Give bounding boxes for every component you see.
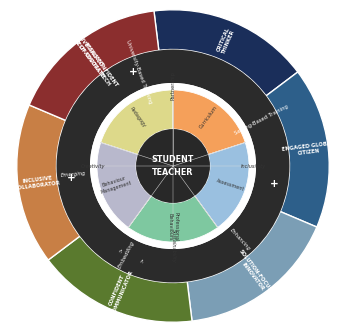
- Wedge shape: [154, 10, 298, 96]
- Text: University-Based Training: University-Based Training: [125, 40, 153, 105]
- Text: CRITICAL
THINKER: CRITICAL THINKER: [216, 27, 236, 54]
- Text: RESILIENT
SELF-ADVOCATE: RESILIENT SELF-ADVOCATE: [73, 35, 109, 79]
- Text: CREATIVE AND CONFIDENT
USER OF DIGITAL TECH: CREATIVE AND CONFIDENT USER OF DIGITAL T…: [63, 23, 119, 91]
- Text: Setting-Based Training: Setting-Based Training: [234, 104, 289, 136]
- Wedge shape: [187, 211, 317, 321]
- Text: Curriculum: Curriculum: [199, 105, 219, 129]
- Wedge shape: [48, 236, 192, 322]
- Wedge shape: [90, 83, 256, 249]
- Text: Partnership: Partnership: [171, 71, 175, 100]
- Text: Assessment: Assessment: [216, 178, 245, 192]
- Text: STUDENT: STUDENT: [152, 155, 194, 164]
- Text: Enhancing: Enhancing: [229, 227, 252, 252]
- Wedge shape: [29, 11, 159, 121]
- Wedge shape: [101, 90, 173, 155]
- Wedge shape: [195, 142, 249, 227]
- Wedge shape: [29, 11, 159, 121]
- Text: >: >: [117, 247, 124, 254]
- Text: Sustainability: Sustainability: [171, 229, 175, 263]
- Text: >: >: [139, 258, 145, 264]
- Text: Behaviour
Management: Behaviour Management: [98, 175, 133, 195]
- Text: Emerging: Emerging: [61, 171, 86, 178]
- Wedge shape: [173, 90, 245, 155]
- Wedge shape: [128, 196, 218, 242]
- Text: +: +: [270, 179, 278, 189]
- Text: Professional
Behaviours: Professional Behaviours: [167, 212, 179, 241]
- Text: CONFIDENT
COMMUNICATOR: CONFIDENT COMMUNICATOR: [106, 267, 134, 316]
- Text: +: +: [67, 174, 76, 184]
- Text: SOLUTION-FOCUSED
INNOVATOR: SOLUTION-FOCUSED INNOVATOR: [233, 248, 277, 302]
- Text: Embedding: Embedding: [118, 240, 136, 269]
- Text: Inclusivity: Inclusivity: [240, 163, 266, 169]
- Text: Creativity: Creativity: [81, 163, 105, 169]
- Circle shape: [136, 129, 210, 203]
- Text: ENGAGED GLOBAL
CITIZEN: ENGAGED GLOBAL CITIZEN: [282, 141, 335, 158]
- Text: TEACHER: TEACHER: [152, 168, 194, 177]
- Wedge shape: [56, 49, 290, 283]
- Wedge shape: [266, 72, 329, 227]
- Wedge shape: [17, 105, 80, 260]
- Text: Pedagogy: Pedagogy: [128, 106, 146, 128]
- Text: INCLUSIVE
COLLABORATOR: INCLUSIVE COLLABORATOR: [14, 174, 61, 191]
- Wedge shape: [97, 142, 151, 227]
- Text: +: +: [129, 67, 137, 77]
